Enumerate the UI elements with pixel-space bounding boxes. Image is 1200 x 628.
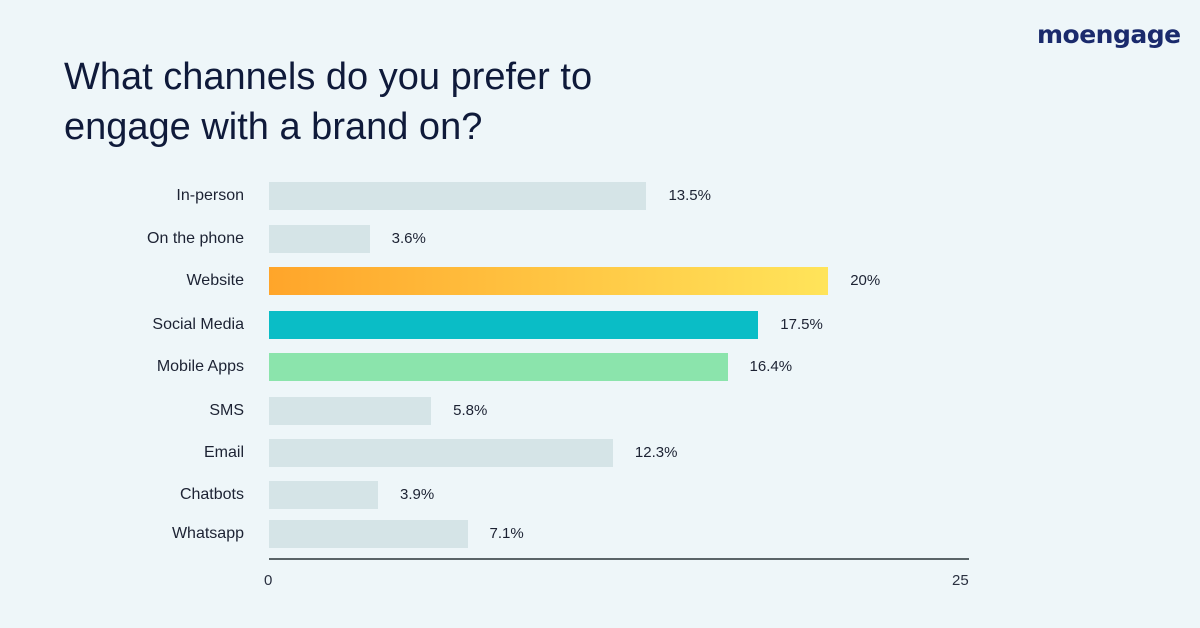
bar-label: Social Media — [152, 316, 244, 333]
bar — [269, 267, 829, 295]
bar-row: Whatsapp 7.1% — [0, 520, 1200, 548]
x-tick-0: 0 — [264, 572, 273, 589]
chart-title-line-2: engage with a brand on? — [64, 106, 483, 148]
bar-label: On the phone — [147, 230, 244, 247]
bar-label: Whatsapp — [171, 525, 244, 542]
bar — [269, 397, 432, 425]
bar-value-label: 13.5% — [668, 187, 711, 204]
bar — [269, 520, 468, 548]
chart-title: What channels do you prefer to engage wi… — [64, 52, 684, 152]
bar-label: Website — [186, 272, 244, 289]
bar-row: Chatbots 3.9% — [0, 481, 1200, 509]
bar-value-label: 7.1% — [489, 525, 524, 542]
bar — [269, 182, 647, 210]
bar-row: Mobile Apps 16.4% — [0, 353, 1200, 381]
bar — [269, 311, 759, 339]
bar-row: Social Media 17.5% — [0, 311, 1200, 339]
x-axis-line — [269, 558, 969, 560]
bar-label: Email — [203, 444, 244, 461]
bar-value-label: 3.9% — [400, 486, 435, 503]
bar — [269, 439, 613, 467]
chart-title-line-1: What channels do you prefer to — [64, 56, 593, 98]
bar-value-label: 16.4% — [749, 358, 793, 375]
bar-row: Website 20% — [0, 267, 1200, 295]
bar-value-label: 20% — [850, 272, 881, 289]
bar-value-label: 17.5% — [780, 316, 823, 333]
bar-label: Mobile Apps — [156, 358, 244, 375]
bar-value-label: 5.8% — [453, 402, 488, 419]
bar-label: SMS — [209, 402, 244, 419]
bar-value-label: 12.3% — [634, 444, 678, 461]
bar-label: In-person — [176, 187, 244, 204]
bar-value-label: 3.6% — [391, 230, 426, 247]
bar — [269, 481, 379, 509]
brand-logo: moengage — [1037, 20, 1181, 49]
bar — [269, 353, 728, 381]
bar-row: Email 12.3% — [0, 439, 1200, 467]
x-tick-25: 25 — [952, 572, 969, 589]
bar-label: Chatbots — [179, 486, 244, 503]
bar-row: SMS 5.8% — [0, 397, 1200, 425]
bar — [269, 225, 370, 253]
bar-row: On the phone 3.6% — [0, 225, 1200, 253]
bar-row: In-person 13.5% — [0, 182, 1200, 210]
